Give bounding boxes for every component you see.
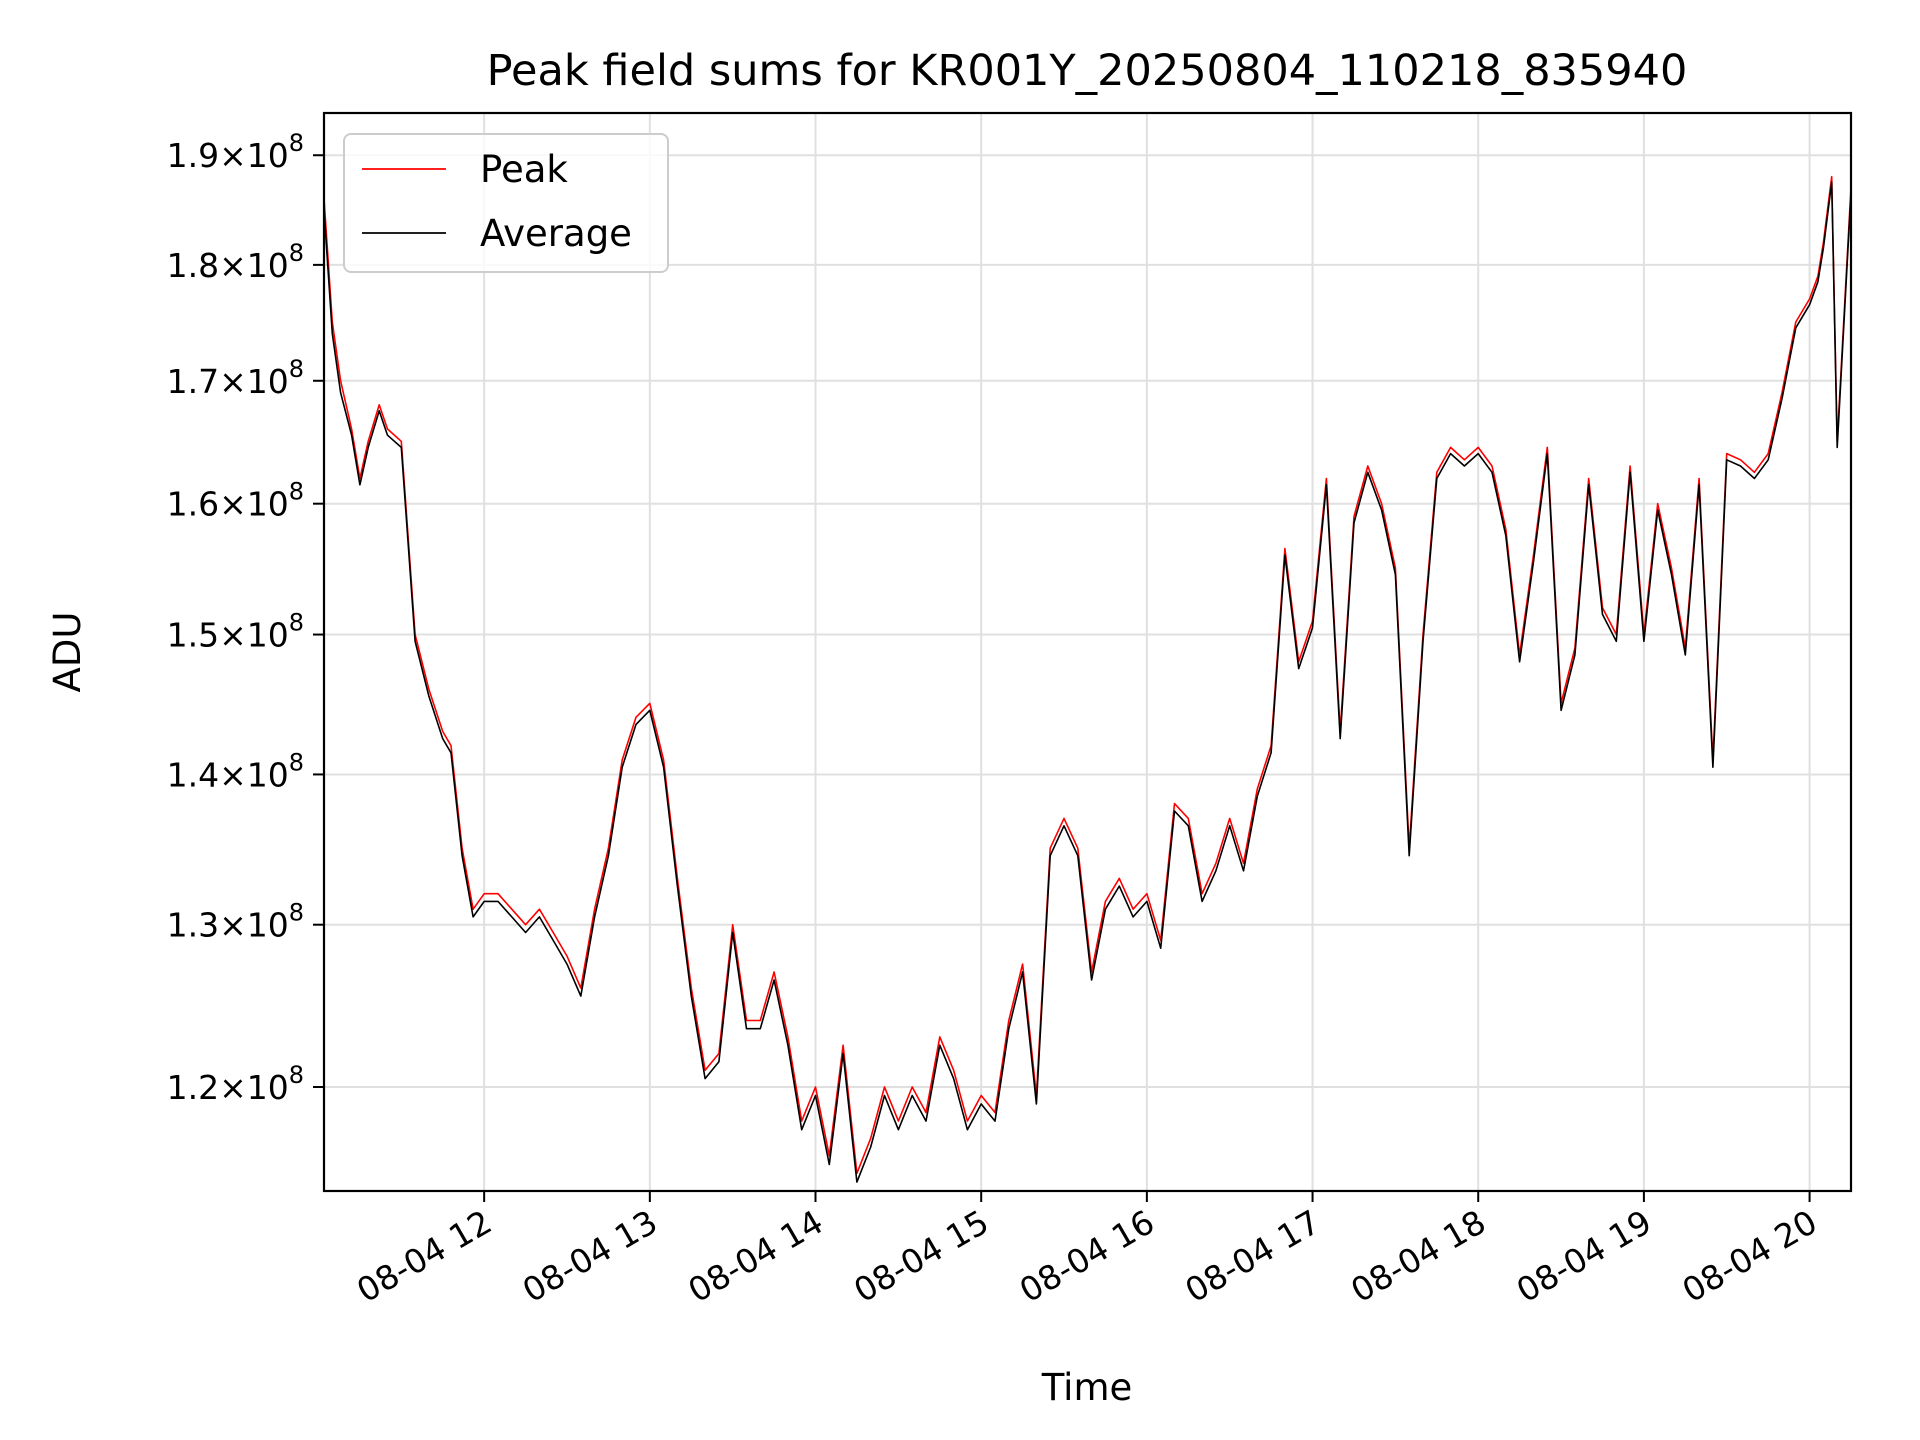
y-tick-mantissa: 1.8 <box>167 246 219 285</box>
y-tick-exponent: 8 <box>289 129 304 157</box>
plot-frame <box>322 111 1853 1193</box>
y-tick-times: ×10 <box>219 906 289 945</box>
y-tick-exponent: 8 <box>289 239 304 267</box>
y-tick-label: 1.8×108 <box>167 239 304 285</box>
y-tick-times: ×10 <box>219 616 289 655</box>
y-tick-times: ×10 <box>219 755 289 794</box>
y-tick-times: ×10 <box>219 485 289 524</box>
y-tick-label: 1.2×108 <box>167 1061 304 1107</box>
y-tick-mantissa: 1.6 <box>167 485 219 524</box>
x-axis-title: Time <box>1041 1366 1133 1409</box>
y-axis-title: ADU <box>46 612 89 693</box>
legend-label-average: Average <box>480 212 632 255</box>
y-tick-exponent: 8 <box>289 355 304 383</box>
series-line-peak <box>324 175 1851 1175</box>
y-tick-exponent: 8 <box>289 478 304 506</box>
y-tick-exponent: 8 <box>289 609 304 637</box>
y-tick-mantissa: 1.5 <box>167 616 219 655</box>
y-tick-mantissa: 1.4 <box>167 755 219 794</box>
legend-label-peak: Peak <box>480 148 568 191</box>
y-tick-times: ×10 <box>219 246 289 285</box>
y-tick-exponent: 8 <box>289 748 304 776</box>
y-tick-times: ×10 <box>219 1068 289 1107</box>
y-tick-label: 1.9×108 <box>167 129 304 175</box>
y-tick-label: 1.4×108 <box>167 748 304 794</box>
series-layer <box>324 175 1851 1183</box>
chart-title: Peak field sums for KR001Y_20250804_1102… <box>487 46 1688 96</box>
y-tick-label: 1.6×108 <box>167 478 304 524</box>
y-tick-mantissa: 1.2 <box>167 1068 219 1107</box>
y-tick-times: ×10 <box>219 362 289 401</box>
grid <box>324 113 1851 1191</box>
series-line-average <box>324 181 1851 1183</box>
y-tick-mantissa: 1.3 <box>167 906 219 945</box>
y-tick-exponent: 8 <box>289 899 304 927</box>
y-tick-label: 1.7×108 <box>167 355 304 401</box>
y-tick-times: ×10 <box>219 136 289 175</box>
y-tick-label: 1.5×108 <box>167 609 304 655</box>
y-tick-exponent: 8 <box>289 1061 304 1089</box>
y-tick-mantissa: 1.9 <box>167 136 219 175</box>
legend: Peak Average <box>343 133 669 273</box>
y-tick-mantissa: 1.7 <box>167 362 219 401</box>
y-tick-label: 1.3×108 <box>167 899 304 945</box>
